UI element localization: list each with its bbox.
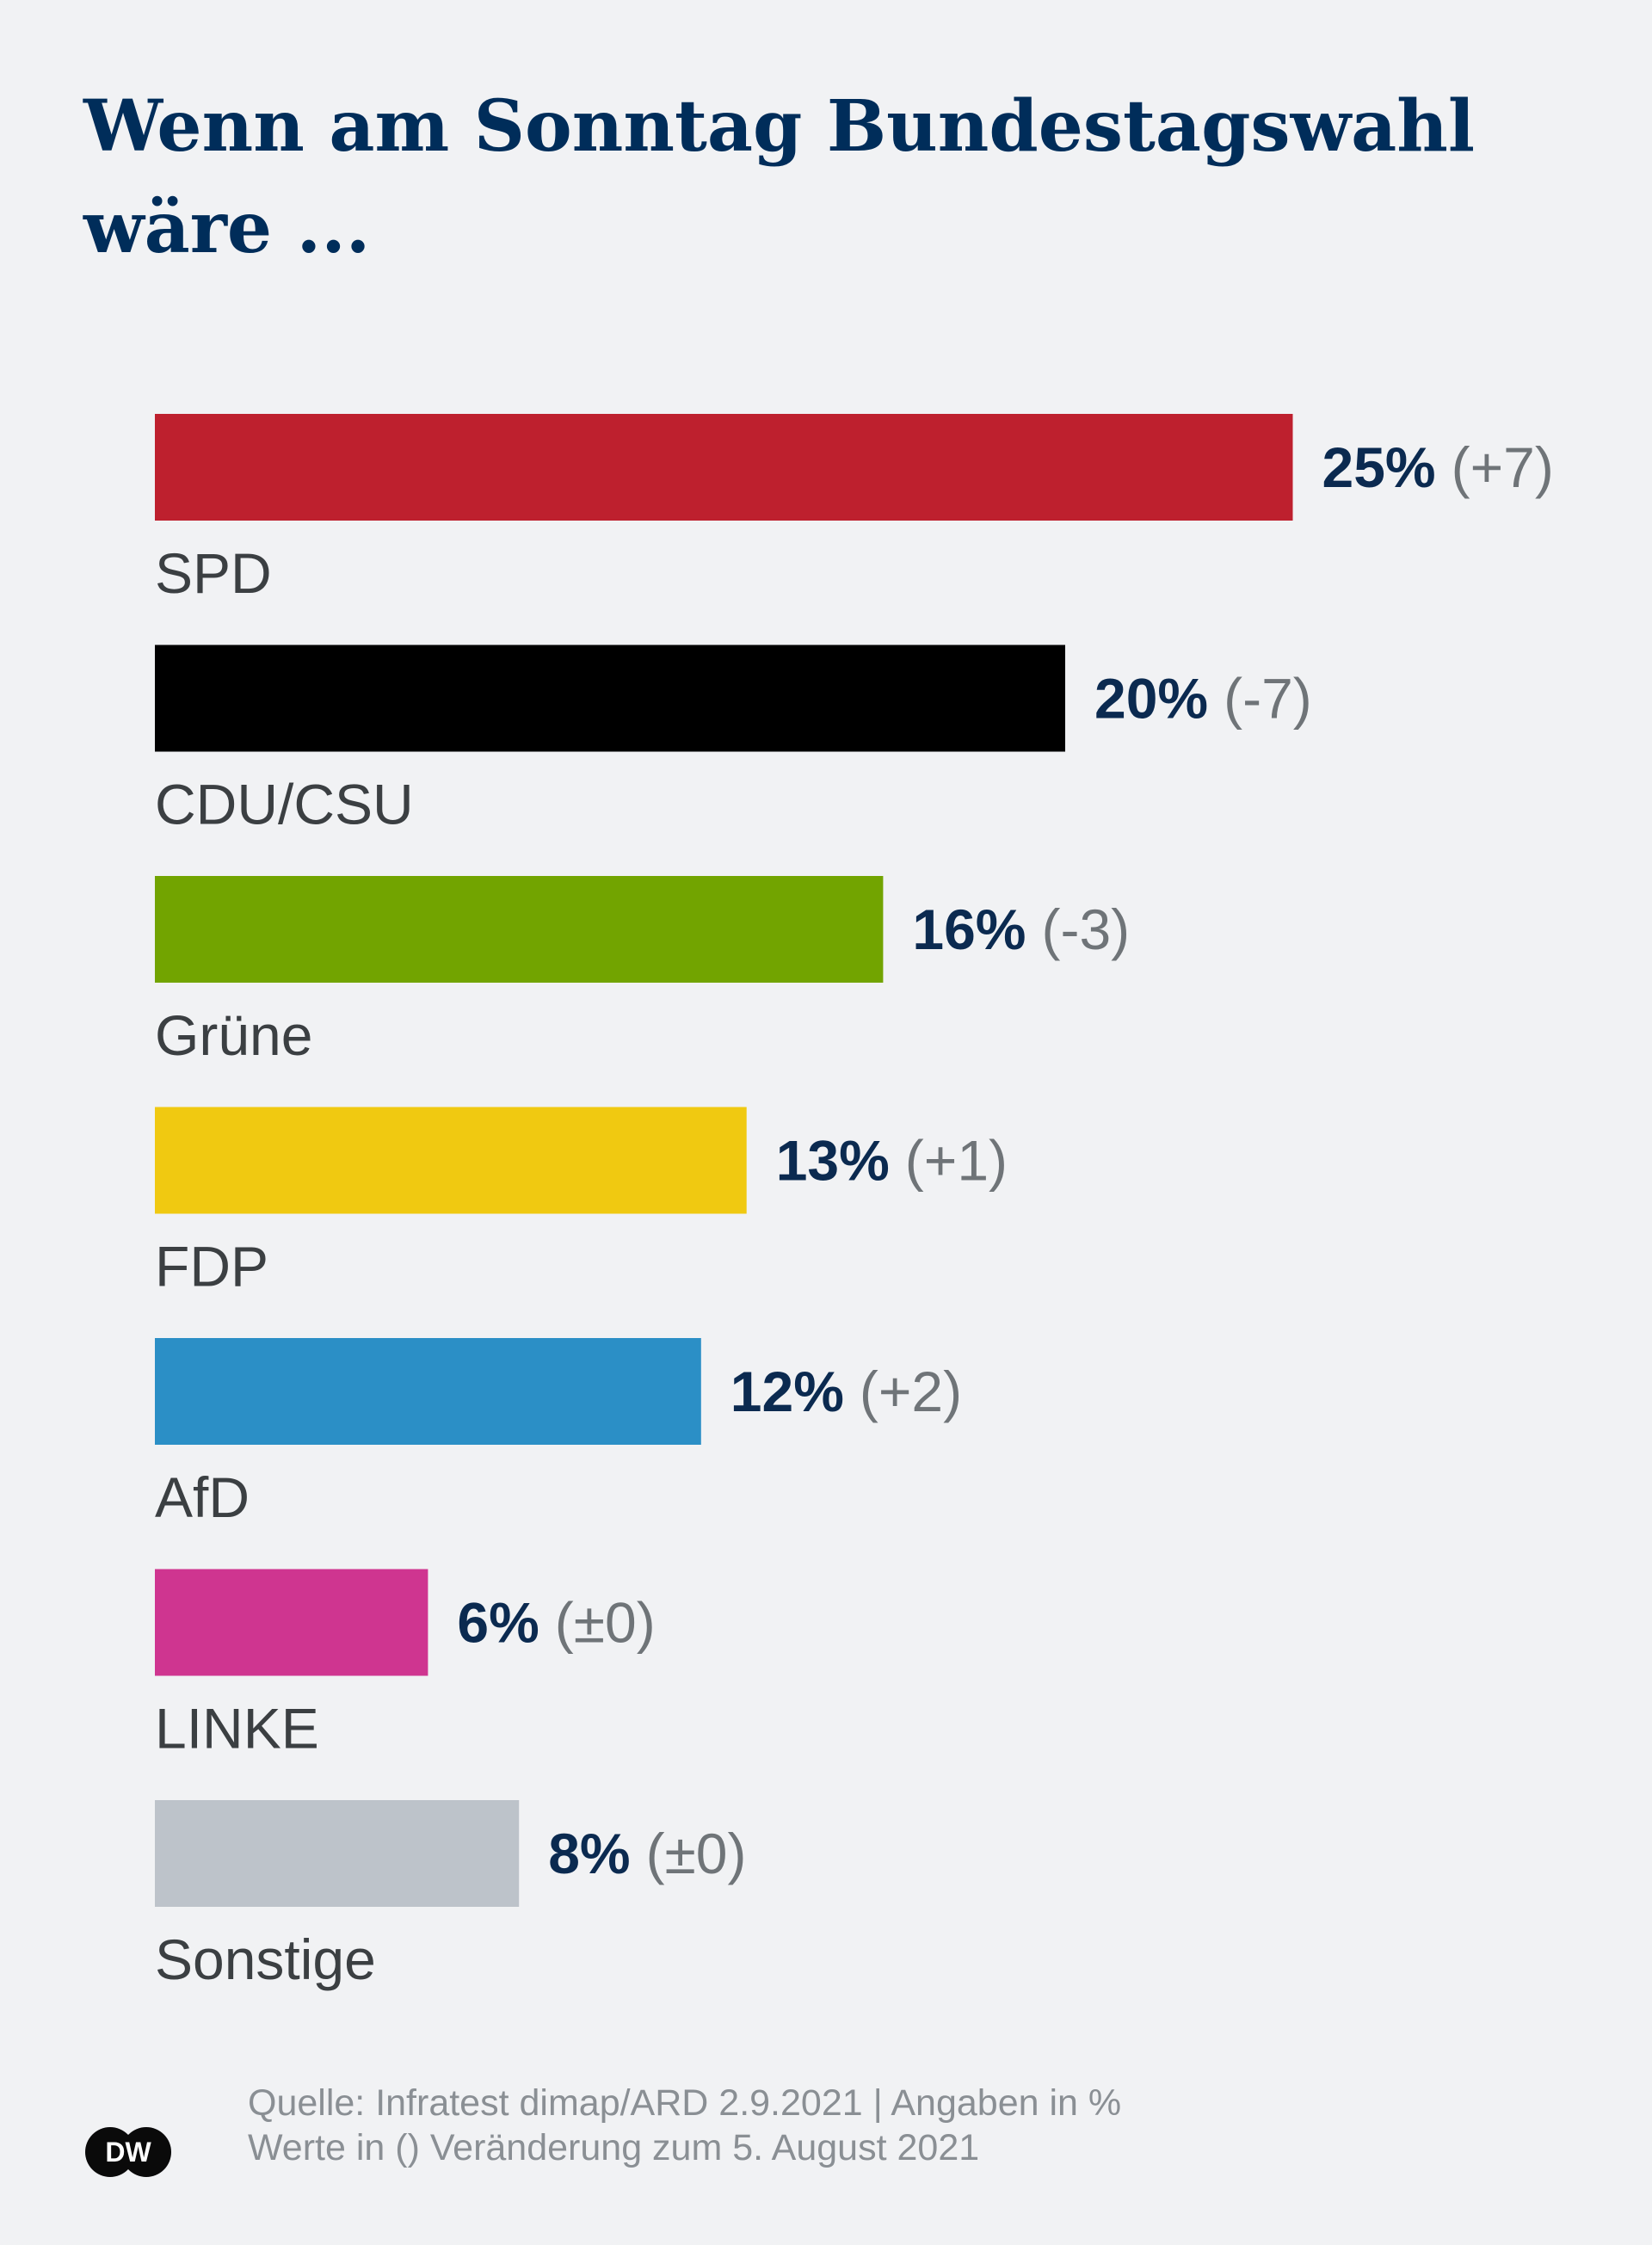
bar-change: (-3) (1042, 897, 1131, 961)
bar-value: 6% (457, 1591, 539, 1655)
bar-change: (+7) (1452, 435, 1554, 499)
logo-text: DW (105, 2137, 151, 2168)
dw-logo-icon: DW (85, 2127, 171, 2177)
bar-fdp (155, 1107, 747, 1214)
bar-category-label: SPD (155, 541, 272, 605)
chart-title: Wenn am Sonntag Bundestagswahl wäre ... (83, 85, 1476, 269)
bar-value: 8% (548, 1822, 630, 1885)
source-note: Quelle: Infratest dimap/ARD 2.9.2021 | A… (248, 2082, 1122, 2124)
bar-change: (-7) (1224, 667, 1312, 731)
bar-group-linke: 6% (±0) LINKE (155, 1569, 656, 1761)
change-note: Werte in () Veränderung zum 5. August 20… (248, 2127, 980, 2168)
bar-category-label: FDP (155, 1235, 268, 1298)
bar-change: (±0) (646, 1822, 747, 1885)
bar-category-label: CDU/CSU (155, 773, 414, 836)
bar-group-cdu-csu: 20% (-7) CDU/CSU (155, 645, 1312, 836)
bar-category-label: Grüne (155, 1003, 312, 1067)
bar-group-gr-ne: 16% (-3) Grüne (155, 876, 1130, 1067)
bar-value: 12% (730, 1360, 844, 1423)
bar-gr-ne (155, 876, 884, 983)
bar-group-fdp: 13% (+1) FDP (155, 1107, 1008, 1298)
bar-category-label: AfD (155, 1465, 250, 1529)
bar-category-label: Sonstige (155, 1927, 376, 1991)
bar-value: 16% (912, 897, 1026, 961)
bar-group-spd: 25% (+7) SPD (155, 414, 1554, 605)
bar-value-label: 6% (±0) (457, 1591, 655, 1655)
bar-change: (+2) (860, 1360, 962, 1423)
bar-change: (±0) (555, 1591, 656, 1655)
bar-cdu-csu (155, 645, 1065, 752)
bar-value-label: 16% (-3) (912, 897, 1130, 961)
bar-group-afd: 12% (+2) AfD (155, 1338, 962, 1529)
bar-afd (155, 1338, 701, 1445)
bar-category-label: LINKE (155, 1697, 319, 1761)
bar-value: 13% (776, 1129, 890, 1193)
bar-sonstige (155, 1800, 520, 1907)
bar-value-label: 13% (+1) (776, 1129, 1008, 1193)
bar-spd (155, 414, 1293, 521)
chart-footer: Quelle: Infratest dimap/ARD 2.9.2021 | A… (248, 2081, 1121, 2170)
bar-value-label: 12% (+2) (730, 1360, 962, 1423)
bar-value-label: 20% (-7) (1094, 667, 1312, 731)
bar-value: 25% (1322, 435, 1436, 499)
bar-value-label: 25% (+7) (1322, 435, 1554, 499)
bar-linke (155, 1569, 428, 1676)
bar-change: (+1) (905, 1129, 1008, 1193)
bar-value-label: 8% (±0) (548, 1822, 746, 1885)
bar-value: 20% (1094, 667, 1208, 731)
bar-group-sonstige: 8% (±0) Sonstige (155, 1800, 746, 1991)
